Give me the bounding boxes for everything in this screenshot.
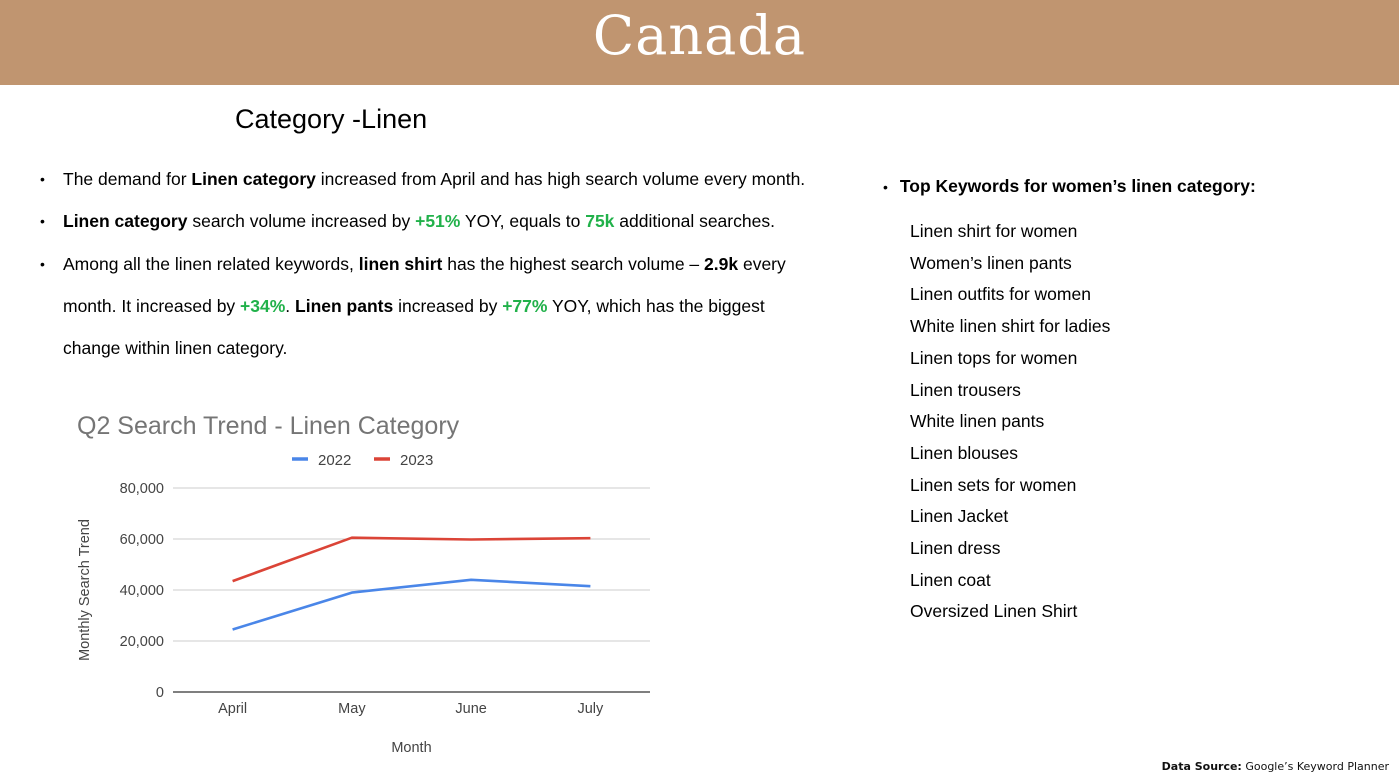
text: YOY, which has the biggest (547, 295, 765, 316)
text: additional searches. (614, 211, 775, 232)
bold-text: Linen category (63, 211, 188, 232)
growth-value: +51% (415, 211, 461, 232)
keyword-item: Linen Jacket (910, 506, 1009, 527)
text: month. It increased by (63, 295, 241, 316)
keyword-item: Oversized Linen Shirt (910, 601, 1078, 622)
bullet-icon: • (40, 213, 45, 230)
keyword-item: Linen shirt for women (910, 221, 1078, 241)
bullet-icon: • (883, 179, 888, 195)
keyword-item: Linen outfits for women (910, 284, 1091, 305)
text: increased from April and has high search… (315, 169, 806, 189)
growth-value: +34% (240, 295, 286, 316)
keywords-list: Linen shirt for women Women’s linen pants… (910, 216, 1110, 628)
insight-2: • Linen category search volume increased… (40, 200, 830, 242)
legend-label: 2022 (318, 452, 351, 469)
insight-3-cont-2: change within linen category. (40, 327, 830, 369)
series-line-2023 (232, 536, 591, 583)
insight-3: • Among all the linen related keywords, … (40, 243, 830, 285)
page-title: Canada (592, 4, 807, 67)
insight-1: • The demand for Linen category increase… (40, 158, 830, 200)
source-label: Data Source: (1161, 760, 1242, 773)
keyword-item: White linen pants (910, 411, 1045, 432)
bullet-icon: • (40, 171, 45, 187)
y-tick-label: 60,000 (120, 532, 164, 548)
keywords-heading-text: Top Keywords for women’s linen category: (899, 176, 1256, 196)
source-text: Google’s Keyword Planner (1241, 760, 1389, 773)
bullet-icon: • (40, 255, 45, 272)
y-axis-title: Monthly Search Trend (77, 519, 93, 661)
keyword-item: Linen coat (910, 569, 991, 590)
header-banner: Canada (0, 0, 1399, 85)
x-tick-label: June (455, 701, 486, 717)
growth-value: +77% (502, 295, 548, 316)
text: . (285, 295, 296, 316)
keyword-item: Linen tops for women (910, 347, 1078, 368)
keywords-heading: • Top Keywords for women’s linen category… (883, 176, 1256, 197)
text: every (738, 253, 786, 274)
insight-3-cont: month. It increased by +34%. Linen pants… (40, 285, 830, 327)
y-tick-label: 80,000 (120, 481, 164, 497)
text: Among all the linen related keywords, (63, 253, 359, 274)
y-tick-label: 40,000 (120, 583, 164, 599)
text: increased by (393, 295, 503, 316)
legend-label: 2023 (400, 452, 433, 469)
chart-svg: Q2 Search Trend - Linen Category 2022 2023… (77, 412, 650, 756)
insights-list: • The demand for Linen category increase… (40, 158, 830, 369)
bold-text: linen shirt (358, 253, 443, 274)
text: search volume increased by (187, 211, 416, 232)
keyword-item: Linen blouses (910, 442, 1018, 463)
x-tick-label: May (338, 701, 366, 717)
section-title: Category -Linen (235, 104, 428, 134)
keyword-item: Linen dress (910, 538, 1001, 559)
keyword-item: Women’s linen pants (910, 252, 1072, 273)
growth-value: 75k (585, 211, 615, 232)
bold-text: 2.9k (704, 253, 739, 274)
search-trend-chart: Q2 Search Trend - Linen Category 2022 2023… (60, 400, 680, 770)
data-source: Data Source: Google’s Keyword Planner (1162, 760, 1389, 773)
y-tick-label: 20,000 (120, 634, 164, 650)
keyword-item: White linen shirt for ladies (910, 316, 1111, 337)
text: YOY, equals to (460, 211, 586, 232)
x-tick-label: April (218, 701, 247, 717)
x-axis-title: Month (391, 740, 431, 756)
text: change within linen category. (63, 338, 288, 359)
bold-text: Linen pants (295, 295, 394, 316)
series-line-2022 (232, 578, 591, 631)
keyword-item: Linen trousers (910, 379, 1021, 400)
text: has the highest search volume – (442, 253, 705, 274)
keyword-item: Linen sets for women (910, 474, 1077, 495)
x-tick-label: July (577, 701, 604, 717)
y-tick-label: 0 (156, 685, 164, 701)
text: The demand for (63, 169, 192, 189)
chart-title: Q2 Search Trend - Linen Category (77, 412, 460, 440)
bold-text: Linen category (191, 169, 316, 189)
